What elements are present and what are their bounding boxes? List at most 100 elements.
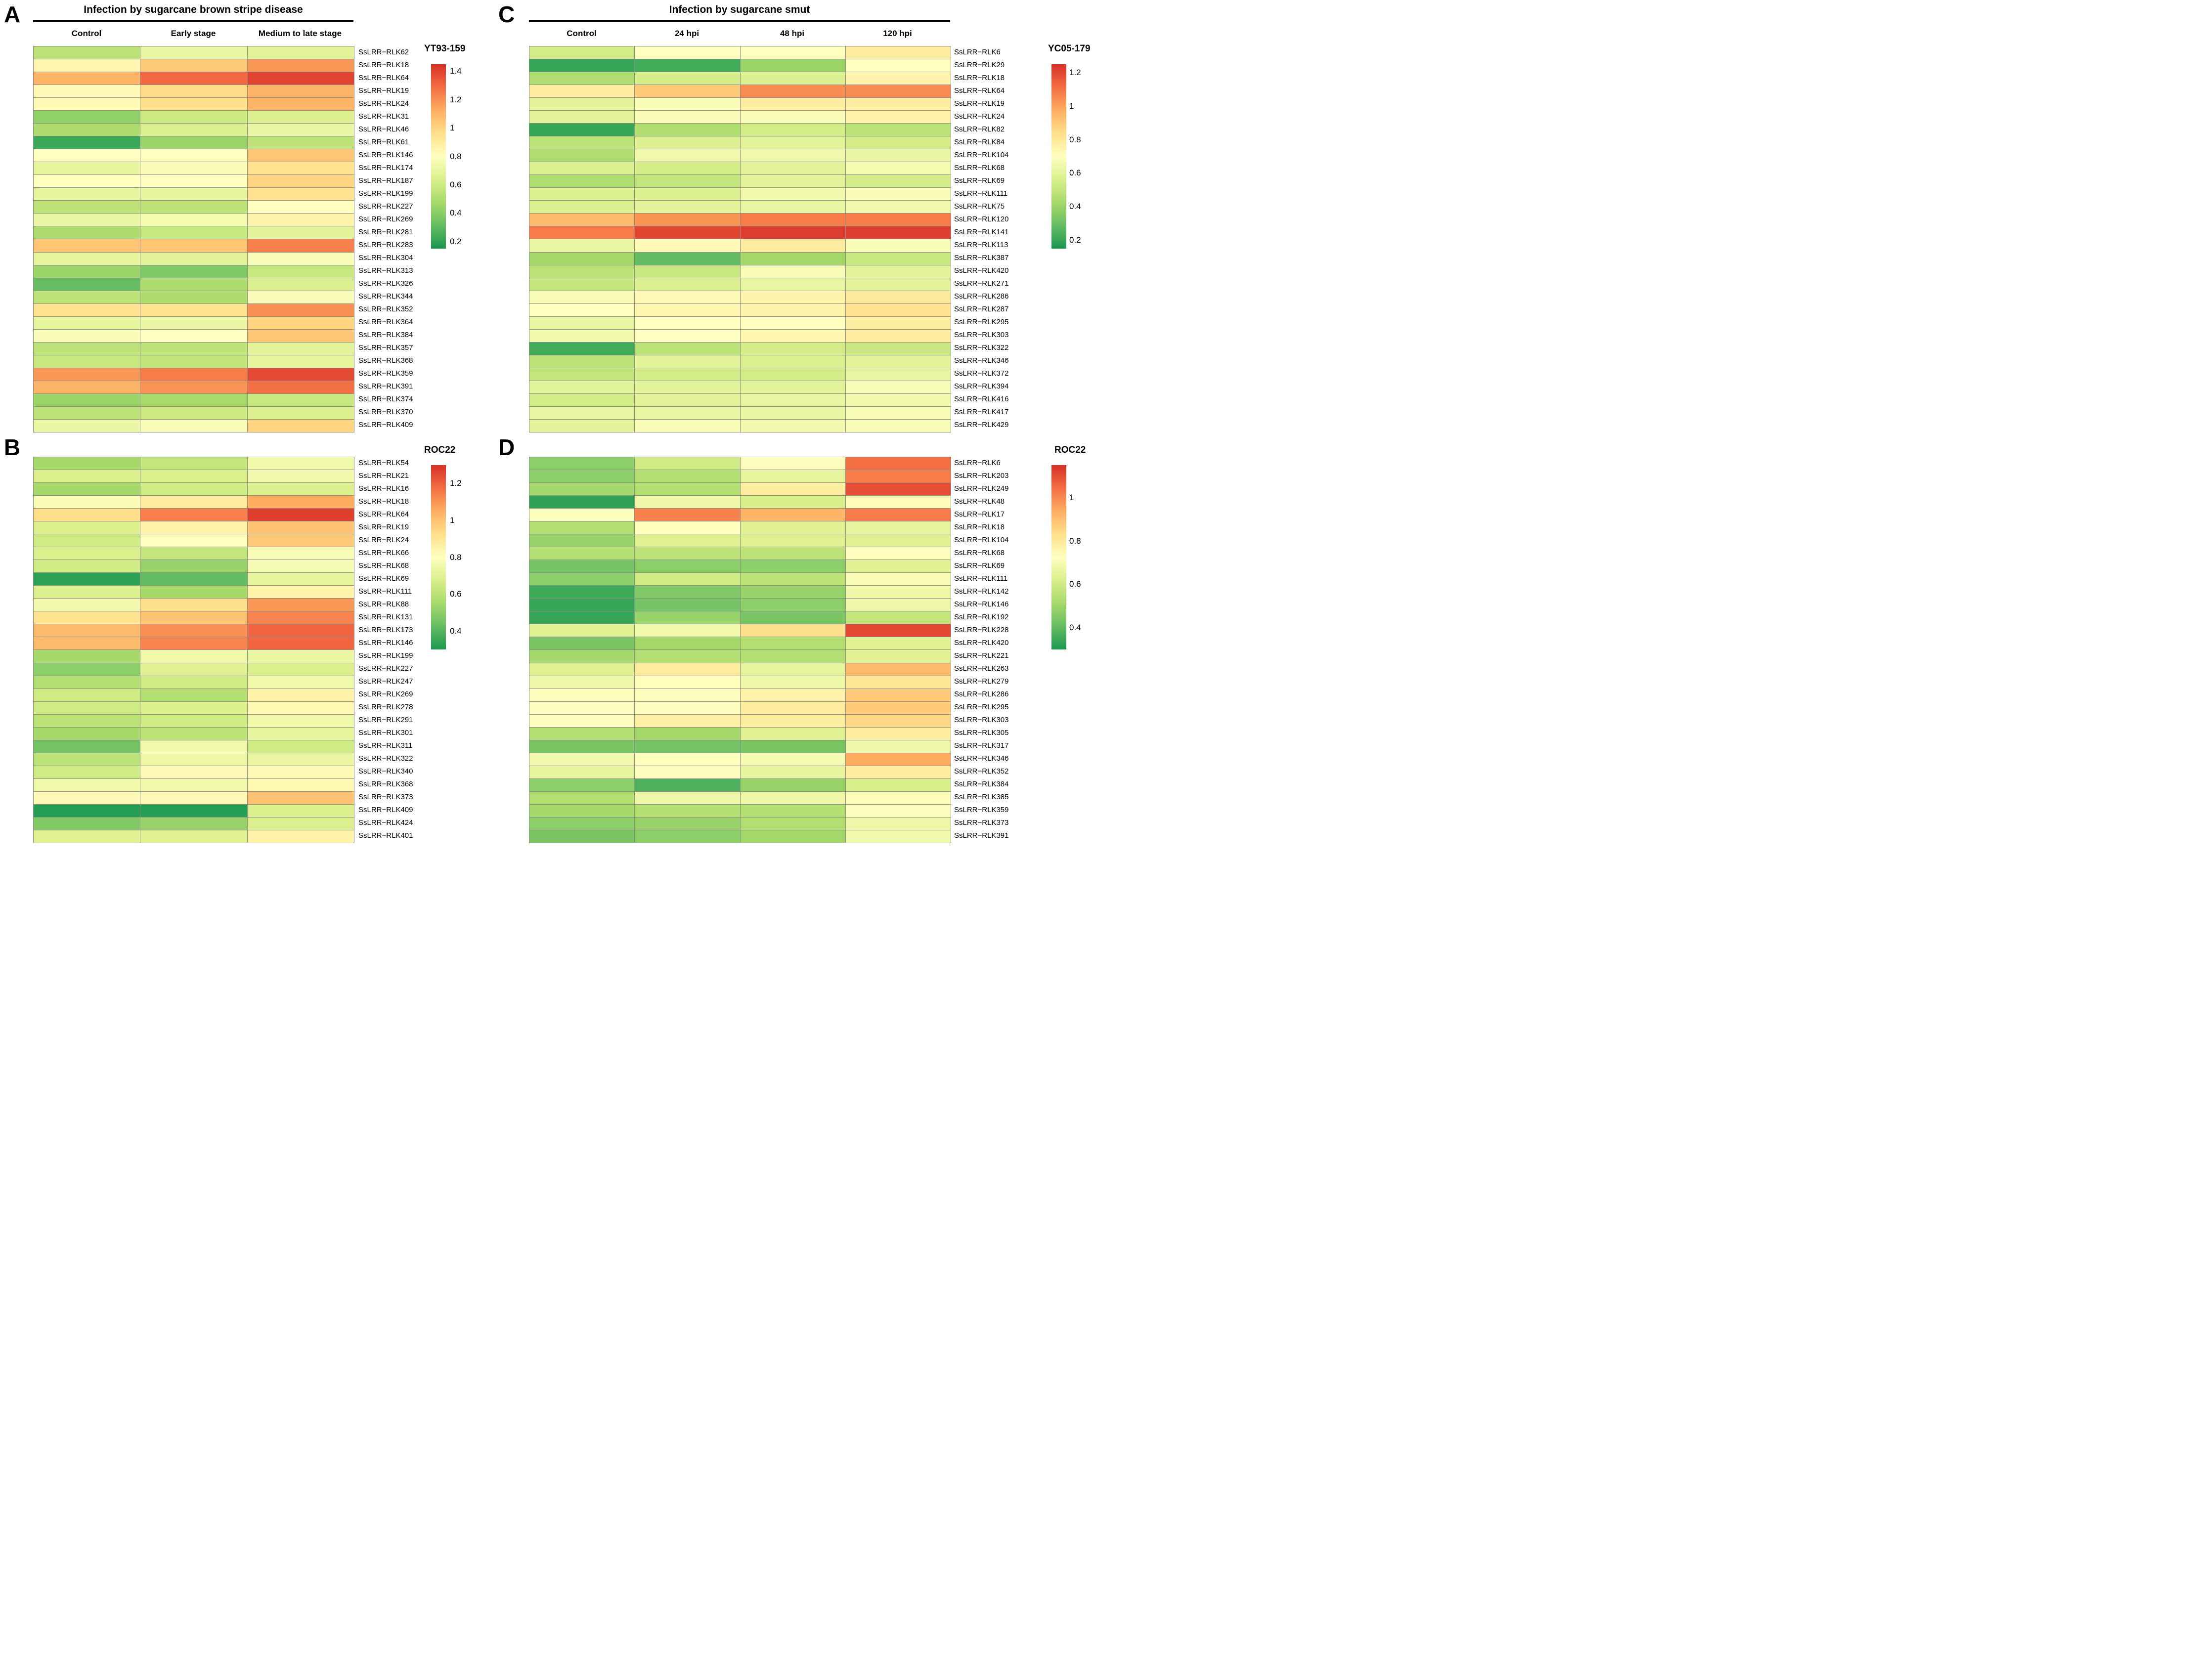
heatmap-cell [529, 381, 635, 393]
heatmap-cell [740, 368, 845, 381]
colorbar-tick-label: 0.8 [1069, 536, 1081, 546]
row-label: SsLRR−RLK346 [954, 754, 1009, 763]
heatmap-cell [247, 329, 354, 342]
row-label: SsLRR−RLK303 [954, 331, 1009, 339]
row-label: SsLRR−RLK199 [358, 651, 413, 660]
heatmap-cell [140, 611, 247, 624]
row-label: SsLRR−RLK19 [358, 523, 409, 531]
heatmap-cell [635, 470, 740, 483]
colorbar-gradient [1051, 64, 1066, 249]
heatmap-cell [247, 111, 354, 124]
heatmap-cell [529, 766, 635, 778]
heatmap-cell [34, 689, 140, 701]
heatmap-cell [529, 804, 635, 817]
column-headers: Control 24 hpi 48 hpi 120 hpi [529, 26, 950, 39]
row-label: SsLRR−RLK326 [358, 279, 413, 288]
row-label: SsLRR−RLK64 [358, 74, 409, 82]
row-label: SsLRR−RLK64 [954, 86, 1005, 95]
heatmap-cell [247, 303, 354, 316]
heatmap-cell [140, 188, 247, 201]
row-labels: SsLRR−RLK54 SsLRR−RLK21 SsLRR−RLK16 SsLRR−R… [358, 457, 413, 842]
colorbar-gradient [1051, 465, 1066, 649]
heatmap-cell [34, 817, 140, 830]
heatmap-cell [845, 136, 951, 149]
heatmap-cell [740, 830, 845, 843]
heatmap-cell [529, 470, 635, 483]
legend-title: ROC22 [1054, 445, 1086, 455]
heatmap-cell [635, 714, 740, 727]
colorbar-tick-label: 0.2 [450, 236, 462, 246]
row-label: SsLRR−RLK391 [358, 382, 413, 390]
row-label: SsLRR−RLK384 [954, 780, 1009, 788]
heatmap-cell [529, 830, 635, 843]
heatmap-cell [34, 573, 140, 586]
heatmap-cell [635, 278, 740, 291]
row-label: SsLRR−RLK368 [358, 780, 413, 788]
heatmap-cell [34, 637, 140, 650]
heatmap-grid [529, 457, 951, 843]
heatmap-cell [140, 124, 247, 136]
panel-letter-c: C [498, 1, 515, 27]
heatmap-cell [247, 599, 354, 611]
colorbar-tick-label: 0.4 [450, 208, 462, 218]
heatmap-cell [740, 72, 845, 85]
row-label: SsLRR−RLK359 [954, 806, 1009, 814]
row-label: SsLRR−RLK322 [954, 344, 1009, 352]
row-label: SsLRR−RLK359 [358, 369, 413, 378]
heatmap-cell [635, 291, 740, 303]
row-label: SsLRR−RLK373 [358, 793, 413, 801]
heatmap-cell [635, 817, 740, 830]
heatmap-cell [529, 188, 635, 201]
heatmap-cell [140, 85, 247, 98]
colorbar-tick-label: 0.6 [1069, 168, 1081, 178]
row-label: SsLRR−RLK303 [954, 716, 1009, 724]
row-label: SsLRR−RLK249 [954, 484, 1009, 493]
heatmap-cell [635, 393, 740, 406]
heatmap-cell [34, 457, 140, 470]
heatmap-cell [34, 98, 140, 111]
heatmap-cell [34, 586, 140, 599]
row-label: SsLRR−RLK31 [358, 112, 409, 121]
heatmap-cell [140, 778, 247, 791]
heatmap-cell [140, 547, 247, 560]
heatmap-cell [247, 291, 354, 303]
colorbar-ticks: 1.2 1 0.8 0.6 0.4 0.2 [1069, 64, 1093, 249]
heatmap-cell [740, 766, 845, 778]
heatmap-cell [247, 521, 354, 534]
heatmap-cell [845, 342, 951, 355]
heatmap-cell [529, 72, 635, 85]
heatmap-cell [140, 599, 247, 611]
heatmap-cell [247, 778, 354, 791]
heatmap-cell [140, 714, 247, 727]
row-label: SsLRR−RLK344 [358, 292, 413, 301]
heatmap-cell [34, 329, 140, 342]
heatmap-cell [635, 59, 740, 72]
heatmap-cell [247, 72, 354, 85]
heatmap-cell [845, 727, 951, 740]
heatmap-cell [34, 560, 140, 573]
column-header: 120 hpi [883, 29, 912, 38]
panel-letter-a: A [4, 1, 21, 27]
heatmap-cell [845, 766, 951, 778]
column-header: Control [567, 29, 597, 38]
row-label: SsLRR−RLK409 [358, 806, 413, 814]
heatmap-cell [845, 637, 951, 650]
heatmap-grid [33, 457, 354, 843]
heatmap-cell [140, 830, 247, 843]
heatmap-cell [140, 278, 247, 291]
heatmap-cell [34, 342, 140, 355]
heatmap-cell [635, 586, 740, 599]
heatmap-cell [529, 278, 635, 291]
heatmap-cell [740, 59, 845, 72]
heatmap-cell [140, 329, 247, 342]
heatmap-cell [845, 830, 951, 843]
heatmap-cell [247, 265, 354, 278]
legend-title: ROC22 [424, 445, 456, 455]
heatmap-cell [247, 85, 354, 98]
heatmap-cell [635, 599, 740, 611]
heatmap-cell [247, 637, 354, 650]
row-label: SsLRR−RLK131 [358, 613, 413, 621]
heatmap-cell [34, 830, 140, 843]
row-label: SsLRR−RLK420 [954, 639, 1009, 647]
row-label: SsLRR−RLK75 [954, 202, 1005, 211]
